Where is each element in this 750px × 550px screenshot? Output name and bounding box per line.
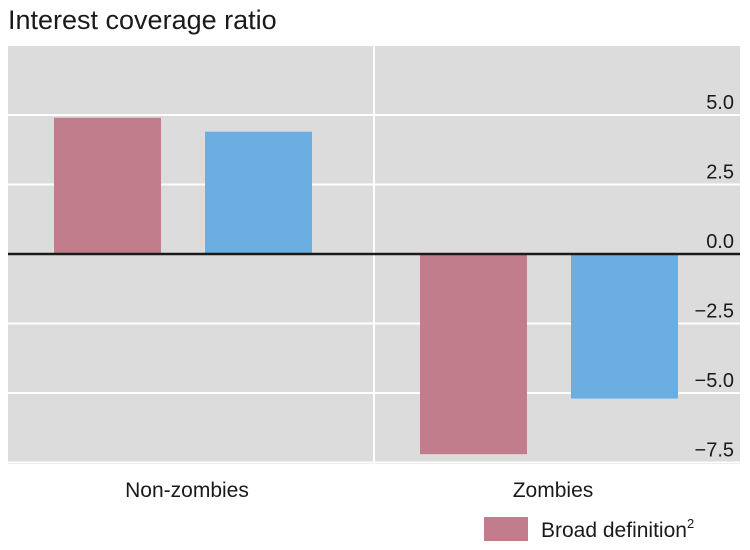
y-tick-label: −5.0 bbox=[695, 370, 734, 392]
bars bbox=[54, 117, 678, 455]
y-tick-label: 5.0 bbox=[706, 92, 734, 114]
legend: Broad definition2 bbox=[484, 516, 694, 542]
y-tick-label: 2.5 bbox=[706, 162, 734, 184]
bar-non-zombies-series-0 bbox=[54, 117, 161, 254]
bar-zombies-series-1 bbox=[571, 254, 678, 399]
category-label: Zombies bbox=[513, 479, 594, 502]
legend-label: Broad definition2 bbox=[541, 516, 694, 542]
legend-swatch bbox=[484, 517, 528, 541]
y-axis-ticks: 5.0 2.5 0.0 −2.5 −5.0 −7.5 bbox=[695, 92, 734, 462]
legend-label-text: Broad definition bbox=[541, 519, 687, 542]
y-tick-label: −2.5 bbox=[695, 301, 734, 323]
bar-non-zombies-series-1 bbox=[205, 131, 312, 254]
bar-zombies-series-0 bbox=[420, 254, 527, 455]
x-axis-categories: Non-zombies Zombies bbox=[125, 479, 593, 502]
y-tick-label: 0.0 bbox=[706, 231, 734, 253]
category-label: Non-zombies bbox=[125, 479, 249, 502]
y-tick-label: −7.5 bbox=[695, 440, 734, 462]
chart-title: Interest coverage ratio bbox=[8, 5, 277, 35]
legend-label-superscript: 2 bbox=[687, 516, 694, 531]
